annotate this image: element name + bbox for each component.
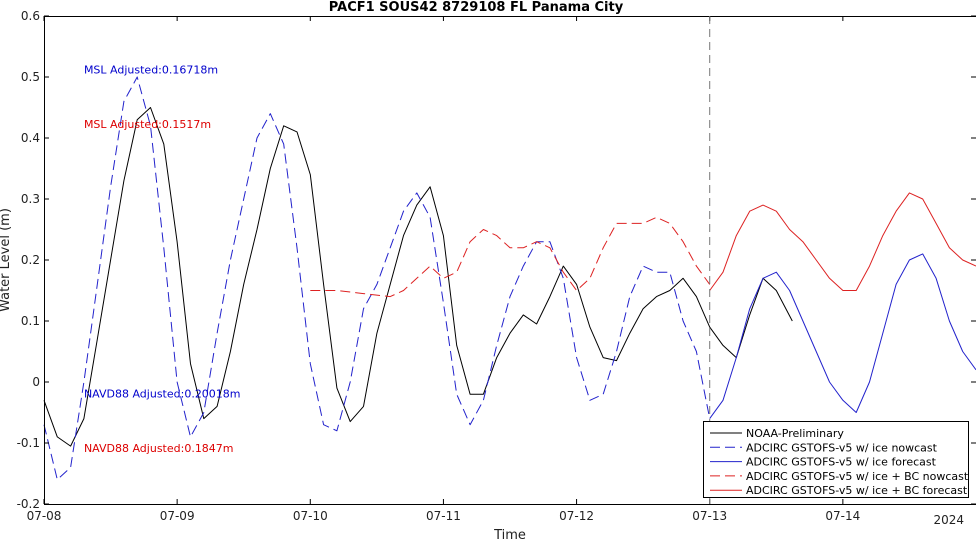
series-line-3 xyxy=(709,253,976,419)
x-tick-label: 07-14 xyxy=(825,509,860,523)
y-tick-label: 0.2 xyxy=(21,253,40,267)
x-tick-label: 07-10 xyxy=(293,509,328,523)
series-line-2 xyxy=(43,76,711,481)
y-tick-label: 0.6 xyxy=(21,9,40,23)
annotation-layer: MSL Adjusted:0.16718m MSL Adjusted:0.1517… xyxy=(84,63,241,455)
legend-entry: ADCIRC GSTOFS-v5 w/ ice + BC forecast xyxy=(746,484,968,497)
datum-annotation: MSL Adjusted:0.1517m xyxy=(84,118,211,131)
y-tick-label: 0.1 xyxy=(21,314,40,328)
y-axis-label: Water Level (m) xyxy=(0,208,13,312)
y-tick-label: -0.1 xyxy=(17,436,40,450)
plot-frame xyxy=(44,16,976,505)
legend-box xyxy=(703,421,969,498)
x-axis-label: Time xyxy=(493,528,526,541)
y-tick-label: 0.4 xyxy=(21,131,40,145)
x-tick-label: 07-08 xyxy=(27,509,62,523)
series-line-1 xyxy=(43,107,793,447)
x-tick-label: 07-09 xyxy=(160,509,195,523)
year-label: 2024 xyxy=(933,513,964,527)
chart-title: PACF1 SOUS42 8729108 FL Panama City xyxy=(329,0,624,15)
legend-entry: ADCIRC GSTOFS-v5 w/ ice forecast xyxy=(746,456,937,469)
y-tick-label: 0 xyxy=(32,375,40,389)
legend-entry: ADCIRC GSTOFS-v5 w/ ice + BC nowcast xyxy=(746,470,969,483)
series-layer xyxy=(43,76,976,481)
x-tick-label: 07-12 xyxy=(559,509,594,523)
x-tick-label: 07-11 xyxy=(426,509,461,523)
y-tick-label: 0.5 xyxy=(21,70,40,84)
datum-annotation: MSL Adjusted:0.16718m xyxy=(84,63,218,76)
tick-layer: -0.2 -0.1 0 0.1 0.2 0.3 0.4 0.5 0.6 07-08 07-09 07-… xyxy=(17,9,976,523)
series-line-5 xyxy=(709,192,976,291)
x-tick-label: 07-13 xyxy=(692,509,727,523)
y-tick-label: 0.3 xyxy=(21,192,40,206)
y-tick-label: -0.2 xyxy=(17,497,40,511)
legend-entry: NOAA-Preliminary xyxy=(746,427,844,440)
legend-entry: ADCIRC GSTOFS-v5 w/ ice nowcast xyxy=(746,441,938,454)
series-line-4 xyxy=(310,216,711,298)
datum-annotation: NAVD88 Adjusted:0.20018m xyxy=(84,387,241,400)
datum-annotation: NAVD88 Adjusted:0.1847m xyxy=(84,442,234,455)
